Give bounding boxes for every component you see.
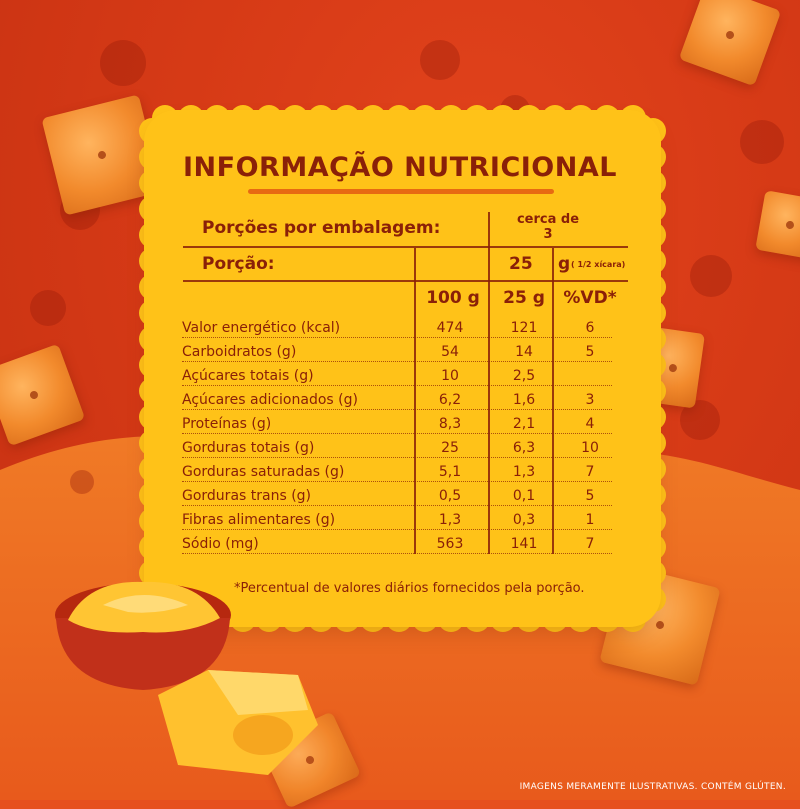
nutrient-value-25g: 2,1: [512, 416, 536, 432]
background-hole: [690, 255, 732, 297]
table-divider: [552, 248, 554, 554]
nutrient-label: Gorduras saturadas (g): [182, 464, 345, 480]
nutrient-value-vd: 10: [581, 440, 599, 456]
nutrient-value-25g: 14: [515, 344, 533, 360]
cheese-chunk-image: [158, 670, 318, 775]
table-divider: [414, 248, 416, 554]
row-dotted-line: [182, 457, 612, 458]
background-hole: [30, 290, 66, 326]
row-dotted-line: [182, 337, 612, 338]
nutrient-value-25g: 1,6: [512, 392, 536, 408]
table-divider: [183, 280, 628, 282]
background-hole: [70, 470, 94, 494]
row-dotted-line: [182, 481, 612, 482]
nutrient-value-vd: 6: [585, 320, 595, 336]
row-dotted-line: [182, 505, 612, 506]
footnote: *Percentual de valores diários fornecido…: [234, 581, 585, 596]
cheese-bowl-image: [55, 581, 231, 690]
nutrient-label: Proteínas (g): [182, 416, 272, 432]
table-divider: [183, 246, 628, 248]
row-dotted-line: [182, 409, 612, 410]
servings-label: Porções por embalagem:: [202, 218, 441, 238]
background-hole: [100, 40, 146, 86]
row-dotted-line: [182, 529, 612, 530]
nutrient-value-100g: 10: [441, 368, 459, 384]
nutrient-value-100g: 474: [436, 320, 464, 336]
table-divider: [488, 212, 490, 554]
row-dotted-line: [182, 433, 612, 434]
nutrient-value-vd: 4: [585, 416, 595, 432]
column-header-25g: 25 g: [503, 288, 545, 308]
nutrient-value-100g: 5,1: [438, 464, 462, 480]
row-dotted-line: [182, 361, 612, 362]
nutrient-value-25g: 121: [510, 320, 538, 336]
nutrient-value-100g: 1,3: [438, 512, 462, 528]
column-header-100g: 100 g: [426, 288, 480, 308]
nutrient-value-vd: 7: [585, 464, 595, 480]
nutrient-value-100g: 54: [441, 344, 459, 360]
nutrient-value-25g: 1,3: [512, 464, 536, 480]
portion-value: 25: [509, 254, 533, 274]
nutrient-value-25g: 2,5: [512, 368, 536, 384]
nutrient-label: Valor energético (kcal): [182, 320, 341, 336]
nutrient-label: Carboidratos (g): [182, 344, 297, 360]
nutrition-title: INFORMAÇÃO NUTRICIONAL: [183, 152, 617, 183]
title-underline: [248, 189, 554, 194]
nutrient-label: Sódio (mg): [182, 536, 259, 552]
nutrient-value-100g: 6,2: [438, 392, 462, 408]
background-hole: [740, 120, 784, 164]
nutrient-value-25g: 6,3: [512, 440, 536, 456]
nutrient-value-25g: 0,3: [512, 512, 536, 528]
nutrient-value-vd: 3: [585, 392, 595, 408]
nutrient-label: Açúcares adicionados (g): [182, 392, 358, 408]
nutrient-value-100g: 563: [436, 536, 464, 552]
nutrient-value-100g: 25: [441, 440, 459, 456]
row-dotted-line: [182, 553, 612, 554]
background-hole: [420, 40, 460, 80]
disclaimer: IMAGENS MERAMENTE ILUSTRATIVAS. CONTÉM G…: [519, 782, 786, 792]
nutrient-label: Açúcares totais (g): [182, 368, 314, 384]
nutrient-value-100g: 0,5: [438, 488, 462, 504]
nutrient-value-vd: 1: [585, 512, 595, 528]
servings-value-line2: 3: [543, 227, 553, 242]
nutrient-label: Gorduras trans (g): [182, 488, 312, 504]
nutrient-value-100g: 8,3: [438, 416, 462, 432]
nutrient-label: Fibras alimentares (g): [182, 512, 336, 528]
portion-label: Porção:: [202, 254, 275, 274]
nutrient-value-25g: 0,1: [512, 488, 536, 504]
nutrient-value-vd: 5: [585, 344, 595, 360]
portion-note: ( 1/2 xícara): [571, 260, 626, 269]
column-header-vd: %VD*: [563, 288, 617, 308]
nutrition-card: [150, 116, 655, 621]
nutrient-value-vd: 5: [585, 488, 595, 504]
nutrient-label: Gorduras totais (g): [182, 440, 315, 456]
servings-value-line1: cerca de: [516, 212, 580, 227]
nutrient-value-25g: 141: [510, 536, 538, 552]
nutrient-value-vd: 7: [585, 536, 595, 552]
row-dotted-line: [182, 385, 612, 386]
portion-unit: g: [558, 254, 571, 274]
